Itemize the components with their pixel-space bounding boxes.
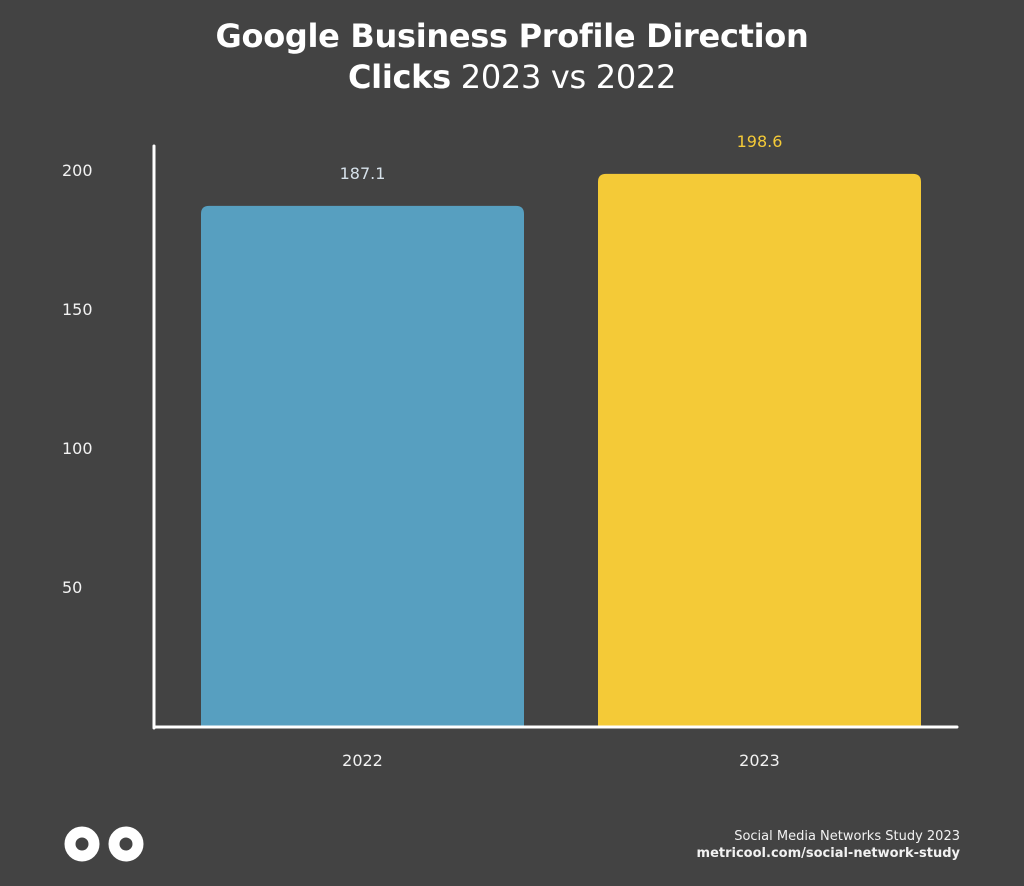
x-tick-label-2022: 2022 — [342, 751, 383, 770]
footer-credits: Social Media Networks Study 2023 metrico… — [697, 828, 960, 862]
value-label-2023: 198.6 — [737, 132, 783, 151]
y-tick-labels: 50 100 150 200 — [62, 161, 93, 597]
value-labels: 187.1 198.6 — [340, 132, 783, 183]
chart-title: Google Business Profile Direction Clicks… — [0, 16, 1024, 98]
y-tick-label: 200 — [62, 161, 93, 180]
y-tick-label: 150 — [62, 300, 93, 319]
y-tick-label: 50 — [62, 578, 82, 597]
chart-title-rest: 2023 vs 2022 — [460, 58, 677, 96]
x-tick-label-2023: 2023 — [739, 751, 780, 770]
y-tick-label: 100 — [62, 439, 93, 458]
bar-2023 — [598, 173, 921, 727]
x-tick-labels: 2022 2023 — [342, 751, 780, 770]
chart-title-bold-word: Clicks — [347, 58, 451, 96]
footer-url: metricool.com/social-network-study — [696, 846, 960, 861]
footer-study-name: Social Media Networks Study 2023 — [734, 829, 960, 844]
chart-title-line-1: Google Business Profile Direction — [215, 17, 809, 55]
chart-title-line-2: Clicks 2023 vs 2022 — [0, 57, 1024, 98]
bars — [201, 173, 921, 727]
metricool-infinity-logo-icon — [64, 826, 148, 866]
value-label-2022: 187.1 — [340, 164, 386, 183]
bar-2022 — [201, 205, 524, 726]
